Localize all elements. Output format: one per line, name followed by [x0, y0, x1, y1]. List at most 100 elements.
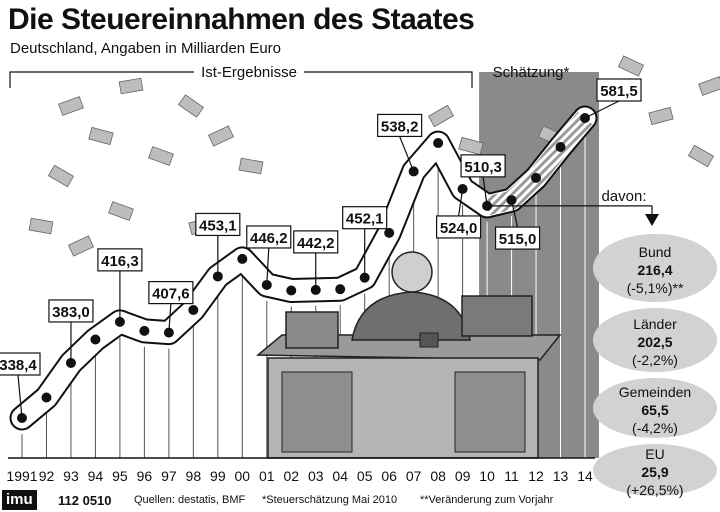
data-point [555, 142, 566, 153]
x-tick-label: 08 [430, 468, 446, 484]
value-label: 581,5 [600, 83, 638, 100]
breakdown-value: 65,5 [641, 402, 668, 418]
x-tick-label: 99 [210, 468, 226, 484]
value-label: 416,3 [101, 253, 139, 270]
breakdown-value: 25,9 [641, 464, 668, 480]
source-note: Quellen: destatis, BMF [134, 494, 246, 506]
x-tick-label: 97 [161, 468, 177, 484]
label-leader [168, 303, 172, 333]
data-point [384, 227, 395, 238]
x-tick-label: 96 [137, 468, 153, 484]
x-tick-label: 06 [381, 468, 397, 484]
label-box [460, 154, 506, 178]
x-tick-label: 93 [63, 468, 79, 484]
label-box [195, 212, 241, 237]
data-point [41, 392, 52, 403]
breakdown-change: (-2,2%) [632, 352, 678, 368]
label-leader [510, 199, 519, 228]
value-label: 453,1 [199, 217, 237, 234]
money-note-icon [617, 55, 645, 77]
data-point [506, 195, 517, 206]
breakdown-name: Länder [633, 316, 677, 332]
data-point [531, 172, 542, 183]
x-tick-label: 92 [39, 468, 55, 484]
value-label: 538,2 [381, 118, 419, 135]
official-body [351, 291, 471, 341]
label-box [436, 215, 482, 239]
label-leader [482, 176, 488, 206]
label-box [97, 248, 143, 272]
change-note: **Veränderung zum Vorjahr [420, 494, 554, 506]
label-box [48, 299, 94, 323]
breakdown-bubble [593, 444, 717, 496]
breakdown-name: EU [645, 446, 664, 462]
label-leader [399, 136, 415, 172]
money-note-icon [177, 94, 205, 118]
x-tick-label: 00 [235, 468, 251, 484]
money-note-icon [108, 201, 134, 221]
data-point [237, 253, 248, 264]
value-label: 383,0 [52, 304, 90, 321]
breakdown-bubble [593, 308, 717, 372]
chart-title: Die Steuereinnahmen des Staates [8, 3, 475, 36]
breakdown-change: (-4,2%) [632, 420, 678, 436]
data-point [433, 138, 444, 149]
label-leader [458, 188, 464, 217]
x-tick-label: 14 [577, 468, 593, 484]
label-box [342, 206, 388, 230]
label-leader [266, 247, 270, 286]
x-tick-label: 01 [259, 468, 275, 484]
x-tick-label: 13 [553, 468, 569, 484]
value-label: 524,0 [440, 220, 478, 237]
data-point [335, 284, 346, 295]
label-box [148, 281, 194, 305]
money-note-icon [238, 157, 264, 175]
money-note-icon [67, 235, 95, 257]
value-label: 510,3 [464, 159, 502, 176]
x-tick-label: 95 [112, 468, 128, 484]
footer: imu 112 0510 Quellen: destatis, BMF *Ste… [0, 490, 720, 512]
money-note-icon [698, 76, 720, 96]
data-point [90, 334, 101, 345]
breakdown-bubble [593, 378, 717, 438]
breakdown-value: 202,5 [637, 334, 672, 350]
x-tick-label: 11 [504, 468, 519, 484]
data-point [286, 285, 297, 296]
value-label: 407,6 [152, 286, 190, 303]
label-box [377, 113, 423, 138]
davon-arrow-icon [645, 214, 659, 226]
money-note-icon [58, 96, 84, 116]
imu-logo: imu [2, 490, 37, 510]
davon-label: davon: [601, 188, 646, 205]
label-leader [17, 374, 23, 419]
label-box [0, 352, 41, 376]
value-label: 452,1 [346, 211, 384, 228]
money-note-icon [648, 106, 674, 126]
results-label-bg [194, 64, 304, 80]
x-tick-label: 02 [283, 468, 299, 484]
x-tick-label: 04 [332, 468, 348, 484]
money-note-icon [458, 136, 484, 156]
x-tick-label: 98 [186, 468, 202, 484]
breakdown-bubble [593, 234, 717, 302]
money-note-icon [28, 217, 54, 235]
label-box [494, 226, 541, 250]
value-label: 446,2 [250, 230, 288, 247]
desk-drawer [454, 371, 526, 453]
money-note-icon [88, 126, 114, 146]
money-stack [461, 295, 533, 337]
breakdown-name: Gemeinden [619, 384, 691, 400]
stamp-icon [419, 332, 439, 348]
money-note-icon [148, 146, 174, 166]
value-label: 442,2 [297, 235, 335, 252]
x-tick-label: 09 [455, 468, 471, 484]
desk-drawer [281, 371, 353, 453]
official-head [391, 251, 433, 293]
x-tick-label: 12 [528, 468, 544, 484]
money-note-icon [427, 104, 455, 128]
label-leader [584, 100, 620, 119]
money-note-icon [47, 164, 75, 188]
cash-box [285, 311, 339, 349]
